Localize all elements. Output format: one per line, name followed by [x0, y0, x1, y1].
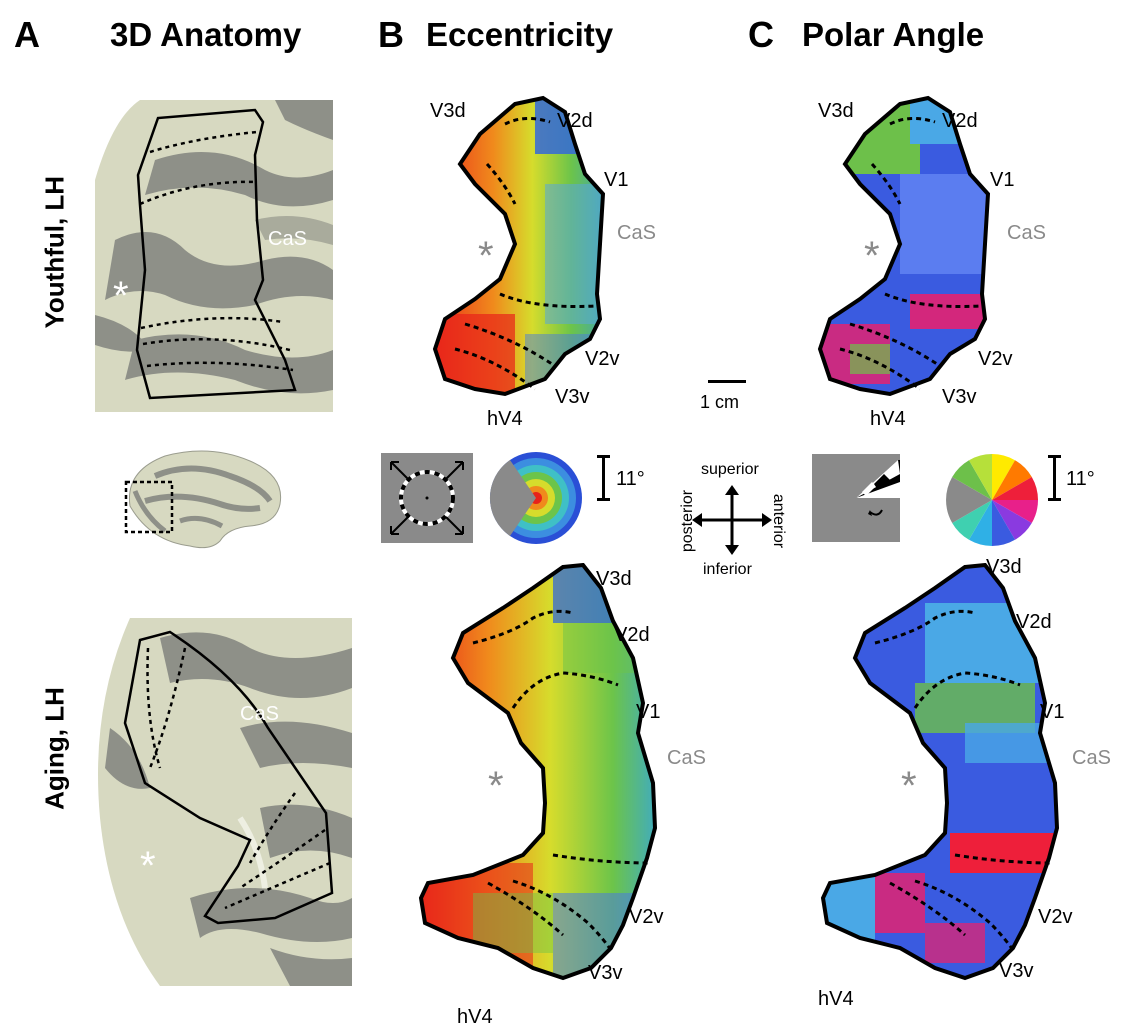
eccentricity-map-aging [418, 563, 658, 981]
ecc-extent-cap-top [597, 455, 610, 458]
polar-bottom-v1-label: V1 [1040, 701, 1065, 723]
row-label-youthful: Youthful, LH [39, 175, 70, 329]
ecc-bottom-v2d-label: V2d [614, 624, 650, 646]
polar-bottom-v2v-label: V2v [1038, 906, 1073, 928]
ecc-top-hv4-label: hV4 [487, 408, 523, 430]
direction-inferior: inferior [703, 561, 752, 578]
polar-top-hv4-label: hV4 [870, 408, 906, 430]
ecc-top-star: * [478, 234, 494, 278]
panel-letter-a: A [14, 14, 40, 55]
polar-extent-cap-top [1048, 455, 1061, 458]
polar-bottom-star: * [901, 764, 917, 808]
polar-map-aging [820, 563, 1060, 981]
youthful-anatomy-image [95, 100, 333, 412]
ecc-bottom-v2v-label: V2v [629, 906, 664, 928]
direction-compass [692, 485, 772, 555]
ecc-bottom-v3v-label: V3v [588, 962, 623, 984]
anatomy-bottom-cas-label: CaS [240, 703, 279, 725]
polar-top-star: * [864, 234, 880, 278]
scale-bar-label: 1 cm [700, 392, 740, 412]
anatomy-top-cas-label: CaS [268, 228, 307, 250]
polar-bottom-cas-label: CaS [1072, 747, 1111, 769]
ecc-extent-bar [602, 456, 605, 500]
polar-top-v2d-label: V2d [942, 110, 978, 132]
eccentricity-stimulus-icon [381, 453, 473, 543]
panel-title-b: Eccentricity [426, 16, 614, 53]
polar-top-v3v-label: V3v [942, 386, 977, 408]
brain-thumbnail [124, 450, 282, 549]
ecc-bottom-cas-label: CaS [667, 747, 706, 769]
ecc-top-v2d-label: V2d [557, 110, 593, 132]
panel-title-a: 3D Anatomy [110, 16, 302, 53]
row-label-aging: Aging, LH [39, 687, 70, 810]
ecc-top-v1-label: V1 [604, 169, 629, 191]
polar-bottom-v3d-label: V3d [986, 556, 1022, 578]
anatomy-top-star: * [113, 274, 129, 318]
polar-bottom-v2d-label: V2d [1016, 611, 1052, 633]
panel-letter-b: B [378, 14, 404, 55]
polar-top-v3d-label: V3d [818, 100, 854, 122]
panel-title-c: Polar Angle [802, 16, 985, 53]
direction-superior: superior [701, 461, 759, 478]
ecc-bottom-v1-label: V1 [636, 701, 661, 723]
aging-anatomy-image [98, 618, 352, 986]
panel-letter-c: C [748, 14, 774, 55]
anatomy-bottom-star: * [140, 844, 156, 888]
polar-colorwheel [946, 454, 1038, 546]
eccentricity-colorwheel [489, 452, 582, 544]
polar-top-cas-label: CaS [1007, 222, 1046, 244]
ecc-bottom-star: * [488, 764, 504, 808]
ecc-bottom-hv4-label: hV4 [457, 1006, 493, 1028]
eccentricity-map-youthful [432, 95, 606, 397]
ecc-bottom-v3d-label: V3d [596, 568, 632, 590]
direction-anterior: anterior [770, 493, 787, 549]
polar-extent-label: 11° [1066, 468, 1095, 490]
polar-extent-cap-bottom [1048, 498, 1061, 501]
ecc-top-v3v-label: V3v [555, 386, 590, 408]
polar-bottom-hv4-label: hV4 [818, 988, 854, 1010]
polar-wedge-stimulus-icon [812, 454, 900, 542]
polar-bottom-v3v-label: V3v [999, 960, 1034, 982]
direction-posterior: posterior [679, 489, 696, 553]
polar-top-v1-label: V1 [990, 169, 1015, 191]
polar-map-youthful [817, 95, 991, 397]
ecc-extent-cap-bottom [597, 498, 610, 501]
ecc-top-v3d-label: V3d [430, 100, 466, 122]
ecc-top-v2v-label: V2v [585, 348, 620, 370]
scale-bar [708, 380, 746, 383]
ecc-top-cas-label: CaS [617, 222, 656, 244]
polar-extent-bar [1053, 456, 1056, 500]
polar-top-v2v-label: V2v [978, 348, 1013, 370]
ecc-extent-label: 11° [616, 468, 645, 490]
